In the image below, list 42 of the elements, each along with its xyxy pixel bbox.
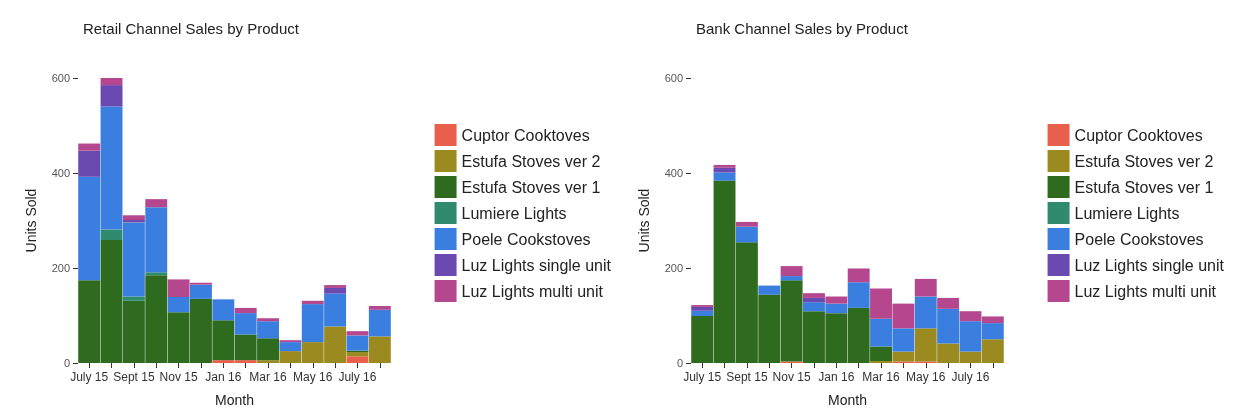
legend-label: Lumiere Lights: [461, 204, 567, 222]
y-tick-label: 0: [676, 357, 683, 369]
legend-label: Estufa Stoves ver 1: [461, 178, 601, 196]
x-tick-label: July 16: [951, 370, 990, 384]
y-tick-label: 200: [51, 262, 70, 274]
chart-title: Bank Channel Sales by Product: [696, 20, 909, 37]
legend-label: Luz Lights single unit: [461, 256, 612, 274]
x-axis-title: Month: [215, 392, 254, 408]
legend-label: Estufa Stoves ver 2: [1074, 152, 1214, 170]
y-tick-label: 400: [664, 167, 683, 179]
legend-label: Cuptor Cooktoves: [461, 126, 590, 144]
legend-label: Lumiere Lights: [1074, 204, 1180, 222]
legend-label: Cuptor Cooktoves: [1074, 126, 1203, 144]
legend-label: Poele Cookstoves: [461, 230, 591, 248]
chart-title: Retail Channel Sales by Product: [83, 20, 300, 37]
legend-label: Luz Lights multi unit: [1074, 282, 1217, 300]
legend-label: Luz Lights multi unit: [461, 282, 604, 300]
x-axis-title: Month: [828, 392, 867, 408]
y-tick-label: 600: [664, 72, 683, 84]
legend-label: Luz Lights single unit: [1074, 256, 1225, 274]
y-tick-label: 600: [51, 72, 70, 84]
x-tick-label: Jan 16: [205, 370, 242, 384]
x-tick-label: July 15: [683, 370, 722, 384]
y-axis-title: Units Sold: [23, 188, 39, 253]
y-tick-label: 0: [63, 357, 70, 369]
x-tick-label: July 15: [70, 370, 109, 384]
x-tick-label: Mar 16: [249, 370, 288, 384]
x-tick-label: Nov 15: [772, 370, 811, 384]
legend-label: Estufa Stoves ver 1: [1074, 178, 1214, 196]
x-tick-label: Jan 16: [818, 370, 855, 384]
x-tick-label: Mar 16: [862, 370, 901, 384]
legend-label: Estufa Stoves ver 2: [461, 152, 601, 170]
x-tick-label: Sept 15: [726, 370, 768, 384]
y-tick-label: 400: [51, 167, 70, 179]
y-tick-label: 200: [664, 262, 683, 274]
x-tick-label: Nov 15: [159, 370, 198, 384]
legend-label: Poele Cookstoves: [1074, 230, 1204, 248]
x-tick-label: Sept 15: [113, 370, 155, 384]
x-tick-label: May 16: [906, 370, 946, 384]
y-axis-title: Units Sold: [636, 188, 652, 253]
x-tick-label: July 16: [338, 370, 377, 384]
x-tick-label: May 16: [293, 370, 333, 384]
